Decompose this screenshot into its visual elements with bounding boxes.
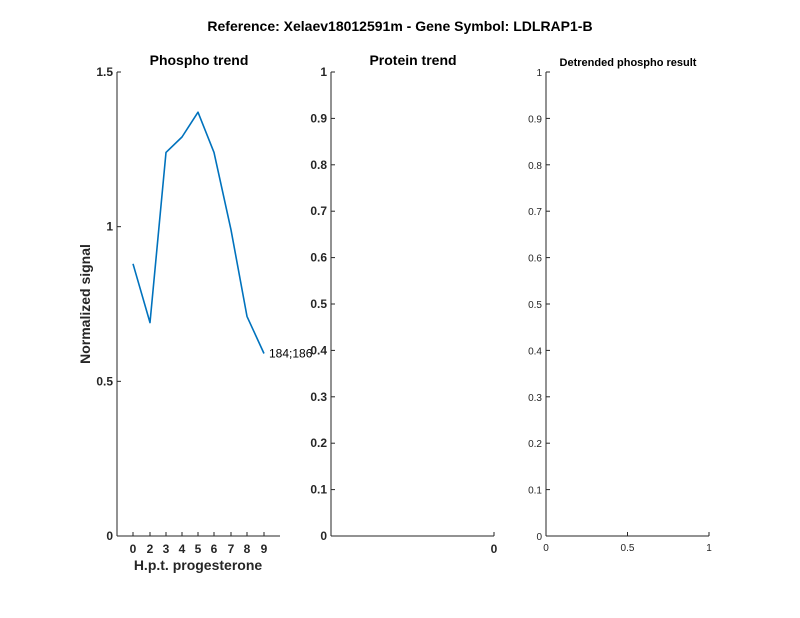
phospho-ytick-label: 1.5	[96, 65, 113, 79]
detrended-ytick-label: 0	[536, 532, 542, 543]
detrended-phospho-panel: Detrended phospho result 0 0.1 0.2 0.3 0.4 0.…	[528, 57, 712, 554]
figure-suptitle: Reference: Xelaev18012591m - Gene Symbol…	[207, 18, 592, 34]
phospho-xtick-label: 4	[179, 542, 186, 556]
phospho-xtick-label: 8	[244, 542, 251, 556]
detrended-ytick-label: 0.4	[528, 346, 542, 357]
phospho-xtick-label: 5	[195, 542, 202, 556]
protein-ytick-label: 0.9	[310, 111, 327, 125]
protein-ytick-label: 0.2	[310, 436, 327, 450]
protein-trend-panel: Protein trend 0 0.1 0.2 0.3 0.4 0.5 0.6 0.7 0.8 0…	[310, 52, 497, 556]
phospho-series-annotation: 184;186	[269, 346, 313, 360]
phospho-ytick-label: 1	[106, 220, 113, 234]
detrended-ytick-label: 0.7	[528, 207, 542, 218]
detrended-ytick-label: 0.2	[528, 439, 542, 450]
detrended-ytick-label: 0.3	[528, 393, 542, 404]
phospho-x-axis-label: H.p.t. progesterone	[134, 557, 263, 573]
detrended-ytick-label: 0.1	[528, 486, 542, 497]
phospho-trend-title: Phospho trend	[150, 52, 249, 68]
protein-ytick-label: 0.4	[310, 343, 327, 357]
protein-trend-title: Protein trend	[369, 52, 456, 68]
detrended-ytick-label: 0.6	[528, 254, 542, 265]
detrended-ytick-label: 0.9	[528, 114, 542, 125]
protein-ytick-label: 0	[320, 529, 327, 543]
protein-ytick-label: 0.5	[310, 297, 327, 311]
phospho-y-axis-label: Normalized signal	[77, 244, 93, 364]
detrended-ytick-label: 1	[536, 68, 542, 79]
protein-ytick-label: 0.6	[310, 251, 327, 265]
protein-ytick-label: 0.1	[310, 483, 327, 497]
phospho-xtick-label: 7	[228, 542, 235, 556]
phospho-ytick-label: 0	[106, 529, 113, 543]
phospho-xtick-label: 3	[163, 542, 170, 556]
protein-ytick-label: 0.3	[310, 390, 327, 404]
detrended-xtick-label: 0.5	[621, 543, 635, 554]
detrended-ytick-label: 0.8	[528, 161, 542, 172]
phospho-xtick-label: 9	[261, 542, 268, 556]
detrended-phospho-title: Detrended phospho result	[560, 57, 697, 69]
detrended-ytick-label: 0.5	[528, 300, 542, 311]
protein-ytick-label: 1	[320, 65, 327, 79]
phospho-xtick-label: 6	[211, 542, 218, 556]
detrended-xtick-label: 0	[543, 543, 549, 554]
protein-ytick-label: 0.7	[310, 204, 327, 218]
protein-ytick-label: 0.8	[310, 158, 327, 172]
detrended-xtick-label: 1	[706, 543, 712, 554]
phospho-xtick-label: 2	[147, 542, 154, 556]
protein-xtick-label: 0	[491, 542, 498, 556]
phospho-xtick-label: 0	[130, 542, 137, 556]
phospho-series-line	[132, 111, 265, 354]
phospho-ytick-label: 0.5	[96, 374, 113, 388]
